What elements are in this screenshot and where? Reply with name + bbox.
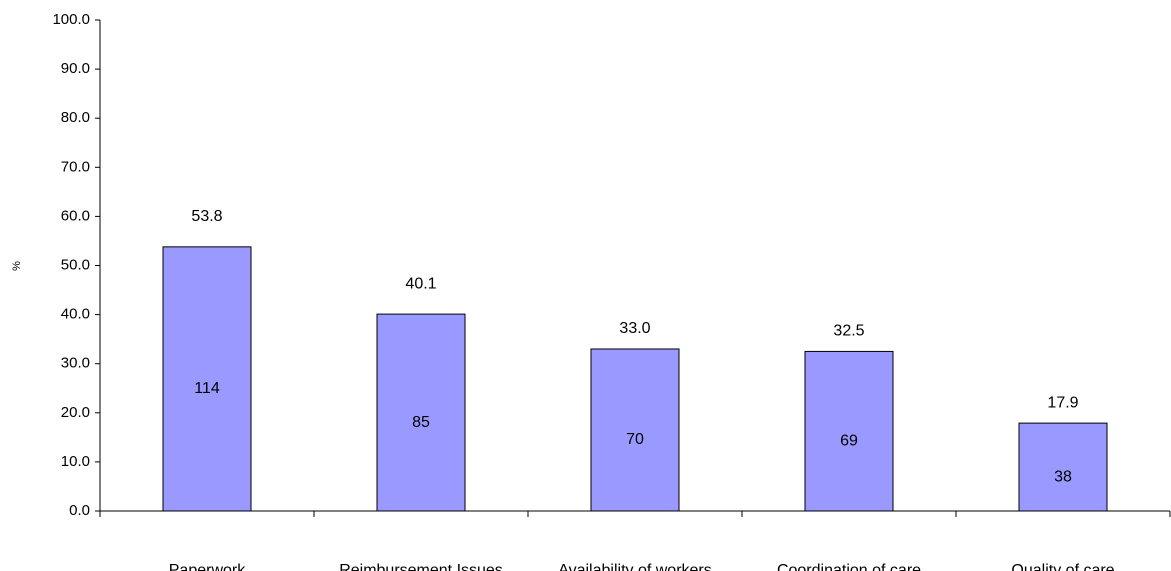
bar <box>804 350 894 512</box>
bar <box>590 348 680 512</box>
bar <box>1018 422 1108 512</box>
count-label: 38 <box>1054 468 1072 485</box>
x-tick-label: Quality of care <box>1011 562 1115 571</box>
y-tick-label: 30.0 <box>61 355 90 372</box>
x-tick-label: Paperwork <box>168 562 246 571</box>
count-label: 70 <box>626 431 644 448</box>
bar <box>376 313 466 512</box>
value-label: 32.5 <box>833 323 864 340</box>
y-tick-label: 70.0 <box>61 158 90 175</box>
value-label: 53.8 <box>191 208 222 225</box>
x-tick-label: Reimbursement Issues <box>339 562 503 571</box>
value-label: 33.0 <box>619 320 650 337</box>
x-tick-label: Coordination of care <box>776 562 922 571</box>
count-label: 69 <box>840 432 858 449</box>
y-axis-label: % <box>11 261 23 271</box>
y-tick-label: 20.0 <box>61 404 90 421</box>
y-tick-label: 60.0 <box>61 207 90 224</box>
bar <box>162 246 252 512</box>
value-label: 17.9 <box>1047 394 1078 411</box>
y-tick-label: 90.0 <box>61 60 90 77</box>
y-tick-label: 10.0 <box>61 453 90 470</box>
count-label: 85 <box>412 414 430 431</box>
y-tick-label: 80.0 <box>61 109 90 126</box>
value-label: 40.1 <box>405 275 436 292</box>
y-tick-label: 50.0 <box>61 256 90 273</box>
y-tick-label: 100.0 <box>52 11 90 28</box>
x-tick-label: Availability of workers <box>558 562 712 571</box>
count-label: 114 <box>194 380 220 397</box>
y-tick-label: 40.0 <box>61 306 90 323</box>
y-tick-label: 0.0 <box>69 502 90 519</box>
